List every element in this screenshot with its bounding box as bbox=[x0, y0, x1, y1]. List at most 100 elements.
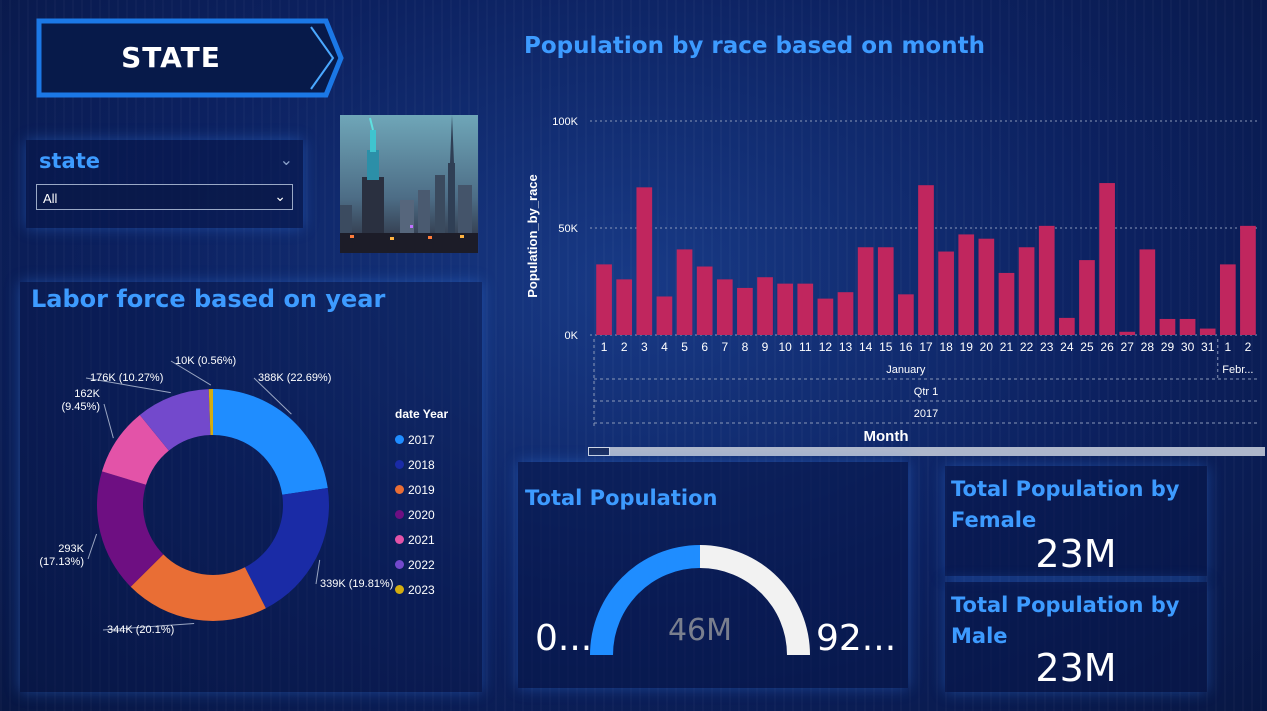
slicer-title: state bbox=[39, 149, 100, 173]
x-tick-label: 31 bbox=[1201, 340, 1215, 354]
bar-19 bbox=[958, 234, 975, 335]
labor-legend: date Year 2017 2018 2019 2020 2021 2022 2023 bbox=[395, 407, 448, 602]
x-tick-label: 12 bbox=[819, 340, 833, 354]
x-tick-label: 27 bbox=[1121, 340, 1135, 354]
bar-9 bbox=[757, 277, 773, 335]
legend-dot-icon bbox=[395, 560, 404, 569]
leader-line bbox=[170, 360, 212, 386]
x-tick-label: 7 bbox=[721, 340, 728, 354]
data-label-2019: 344K (20.1%) bbox=[107, 624, 174, 636]
month-label-february: Febr... bbox=[1222, 364, 1253, 376]
legend-label: 2017 bbox=[408, 432, 435, 447]
x-tick-label: 25 bbox=[1080, 340, 1094, 354]
bar-2 bbox=[616, 279, 633, 335]
female-card-value: 23M bbox=[1035, 532, 1117, 576]
chart-scrollbar[interactable] bbox=[588, 447, 1265, 456]
leader-line bbox=[103, 403, 114, 439]
legend-dot-icon bbox=[395, 460, 404, 469]
bar-30 bbox=[1179, 318, 1196, 335]
bar-24 bbox=[1059, 317, 1075, 335]
bar-16 bbox=[898, 294, 914, 335]
bar-23 bbox=[1038, 225, 1055, 335]
scrollbar-thumb[interactable] bbox=[588, 447, 610, 456]
legend-item-2021[interactable]: 2021 bbox=[395, 527, 448, 552]
total-population-panel bbox=[518, 462, 908, 688]
legend-item-2017[interactable]: 2017 bbox=[395, 427, 448, 452]
x-tick-label: 10 bbox=[778, 340, 792, 354]
x-tick-label: 16 bbox=[899, 340, 913, 354]
legend-item-2023[interactable]: 2023 bbox=[395, 577, 448, 602]
donut-slice-2019 bbox=[130, 554, 266, 621]
x-tick-label: 6 bbox=[701, 340, 708, 354]
gauge-value: 46M bbox=[667, 613, 733, 648]
y-tick-label: 100K bbox=[552, 116, 578, 128]
labor-chart-title: Labor force based on year bbox=[31, 285, 386, 313]
legend-item-2019[interactable]: 2019 bbox=[395, 477, 448, 502]
bar-33 bbox=[1240, 225, 1256, 335]
donut-slice-2021 bbox=[101, 414, 169, 485]
y-tick-label: 0K bbox=[565, 330, 579, 342]
x-tick-label: 2 bbox=[621, 340, 628, 354]
x-tick-label: 1 bbox=[601, 340, 608, 354]
x-tick-label: 18 bbox=[939, 340, 953, 354]
gauge-max-label: 92... bbox=[816, 618, 897, 659]
leader-line bbox=[253, 377, 292, 415]
bar-26 bbox=[1099, 183, 1115, 335]
donut-slice-2023 bbox=[208, 389, 213, 436]
dropdown-value: All bbox=[43, 191, 58, 206]
x-tick-label: 2 bbox=[1245, 340, 1252, 354]
bar-22 bbox=[1018, 247, 1035, 335]
quarter-label: Qtr 1 bbox=[914, 386, 938, 398]
legend-item-2018[interactable]: 2018 bbox=[395, 452, 448, 477]
female-card-title: Total Population by Female bbox=[951, 477, 1180, 532]
gauge-min-label: 0... bbox=[535, 618, 593, 659]
banner-arrow-shape bbox=[36, 18, 344, 98]
x-tick-label: 22 bbox=[1020, 340, 1034, 354]
data-label-2021: 162K (9.45%) bbox=[61, 388, 100, 413]
x-tick-label: 5 bbox=[681, 340, 688, 354]
bar-21 bbox=[998, 272, 1015, 335]
x-tick-label: 26 bbox=[1100, 340, 1114, 354]
bar-10 bbox=[777, 283, 793, 335]
legend-item-2020[interactable]: 2020 bbox=[395, 502, 448, 527]
bar-7 bbox=[716, 279, 733, 335]
data-label-2018: 339K (19.81%) bbox=[320, 578, 393, 590]
legend-label: 2022 bbox=[408, 557, 435, 572]
x-tick-label: 21 bbox=[1000, 340, 1014, 354]
x-tick-label: 11 bbox=[799, 340, 812, 354]
donut-slice-2022 bbox=[139, 389, 211, 451]
x-tick-label: 17 bbox=[919, 340, 933, 354]
legend-dot-icon bbox=[395, 485, 404, 494]
x-tick-label: 4 bbox=[661, 340, 668, 354]
bar-20 bbox=[978, 238, 995, 335]
x-tick-label: 23 bbox=[1040, 340, 1054, 354]
x-tick-label: 19 bbox=[960, 340, 974, 354]
labor-force-panel bbox=[20, 282, 482, 692]
x-tick-label: 20 bbox=[980, 340, 994, 354]
year-label: 2017 bbox=[914, 408, 938, 420]
bar-1 bbox=[596, 264, 612, 335]
bar-25 bbox=[1079, 260, 1095, 335]
bar-31 bbox=[1199, 328, 1216, 335]
banner-title: STATE bbox=[121, 41, 221, 74]
x-axis-label: Month bbox=[864, 428, 909, 445]
state-slicer[interactable]: state ⌄ All ⌄ bbox=[26, 140, 303, 228]
data-label-2023: 10K (0.56%) bbox=[175, 355, 236, 367]
y-tick-label: 50K bbox=[558, 223, 578, 235]
data-label-2020: 293K (17.13%) bbox=[39, 543, 84, 568]
male-population-card: Total Population by Male 23M bbox=[945, 582, 1207, 692]
donut-slice-2018 bbox=[244, 488, 329, 609]
bar-32 bbox=[1219, 264, 1236, 335]
chevron-down-icon[interactable]: ⌄ bbox=[274, 188, 286, 204]
female-population-card: Total Population by Female 23M bbox=[945, 466, 1207, 576]
legend-item-2022[interactable]: 2022 bbox=[395, 552, 448, 577]
x-tick-label: 13 bbox=[839, 340, 853, 354]
chevron-down-icon[interactable]: ⌄ bbox=[279, 152, 293, 169]
bar-15 bbox=[877, 247, 894, 335]
state-dropdown[interactable]: All ⌄ bbox=[36, 184, 293, 210]
labor-donut-chart: 388K (22.69%) 339K (19.81%) 344K (20.1%) 29… bbox=[39, 355, 393, 636]
bar-13 bbox=[837, 292, 854, 335]
month-label-january: January bbox=[886, 364, 926, 376]
male-card-title: Total Population by Male bbox=[951, 593, 1180, 648]
